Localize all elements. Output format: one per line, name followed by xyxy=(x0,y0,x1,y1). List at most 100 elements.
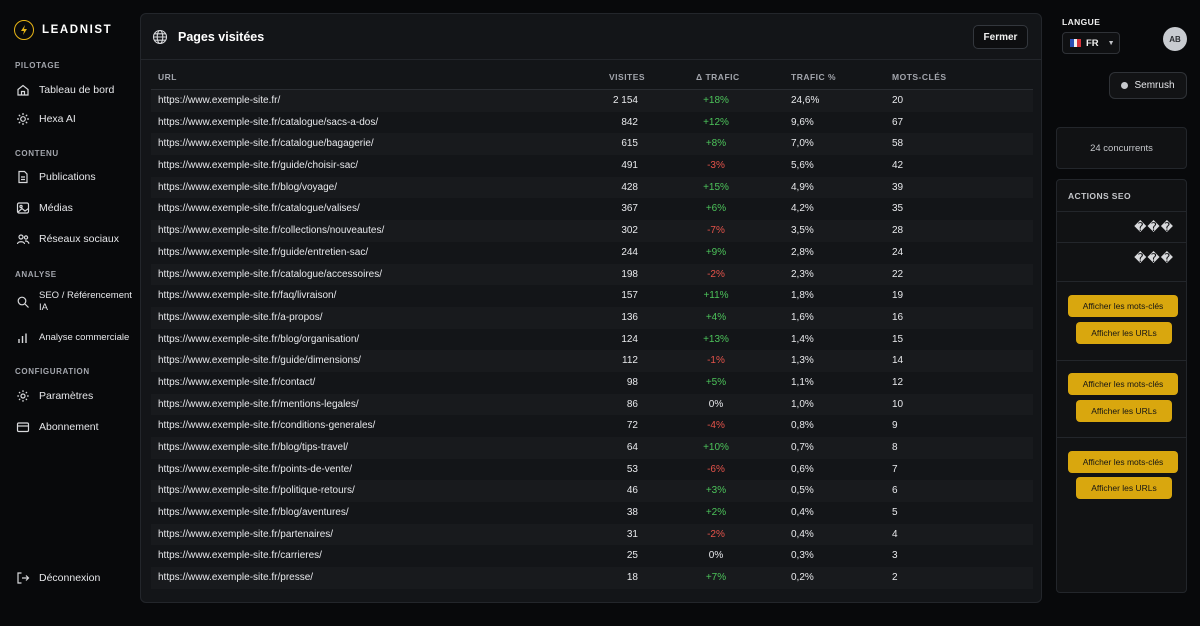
row-url[interactable]: https://www.exemple-site.fr/partenaires/ xyxy=(158,528,334,540)
row-trafic-pct: 1,4% xyxy=(791,333,814,345)
row-url[interactable]: https://www.exemple-site.fr/catalogue/sa… xyxy=(158,116,379,128)
actions-seo-title: ACTIONS SEO xyxy=(1068,191,1131,201)
row-url[interactable]: https://www.exemple-site.fr/guide/dimens… xyxy=(158,355,361,367)
row-url[interactable]: https://www.exemple-site.fr/politique-re… xyxy=(158,485,355,497)
row-url[interactable]: https://www.exemple-site.fr/blog/organis… xyxy=(158,333,360,345)
table-row[interactable]: https://www.exemple-site.fr/catalogue/sa… xyxy=(151,112,1033,134)
table-row[interactable]: https://www.exemple-site.fr/politique-re… xyxy=(151,480,1033,503)
row-url[interactable]: https://www.exemple-site.fr/blog/aventur… xyxy=(158,507,349,519)
close-button[interactable]: Fermer xyxy=(973,25,1028,49)
row-url[interactable]: https://www.exemple-site.fr/ xyxy=(158,95,281,106)
sidebar-item-seo[interactable]: SEO / Référencement IA xyxy=(16,290,138,314)
sidebar-item-publications[interactable]: Publications xyxy=(16,170,138,184)
table-row[interactable]: https://www.exemple-site.fr/blog/aventur… xyxy=(151,502,1033,524)
table-row[interactable]: https://www.exemple-site.fr/blog/tips-tr… xyxy=(151,437,1033,459)
row-trafic-pct: 4,9% xyxy=(791,181,814,193)
table-row[interactable]: https://www.exemple-site.fr/faq/livraiso… xyxy=(151,285,1033,307)
row-mots-cles: 28 xyxy=(892,225,904,237)
table-row[interactable]: https://www.exemple-site.fr/catalogue/va… xyxy=(151,198,1033,220)
show-urls-button[interactable]: Afficher les URLs xyxy=(1076,322,1172,344)
table-row[interactable]: https://www.exemple-site.fr/carrieres/25… xyxy=(151,545,1033,567)
table-row[interactable]: https://www.exemple-site.fr/a-propos/136… xyxy=(151,306,1033,329)
search-icon xyxy=(16,295,30,309)
sidebar-item-analyse-commerciale[interactable]: Analyse commerciale xyxy=(16,331,138,345)
row-mots-cles: 5 xyxy=(892,507,898,519)
table-row[interactable]: https://www.exemple-site.fr/catalogue/ba… xyxy=(151,133,1033,156)
row-url[interactable]: https://www.exemple-site.fr/faq/livraiso… xyxy=(158,290,337,302)
divider xyxy=(1057,211,1186,212)
language-code: FR xyxy=(1086,37,1099,49)
row-url[interactable]: https://www.exemple-site.fr/collections/… xyxy=(158,225,385,237)
row-trafic-pct: 1,8% xyxy=(791,290,814,302)
row-url[interactable]: https://www.exemple-site.fr/guide/choisi… xyxy=(158,160,359,172)
column-header-url[interactable]: URL xyxy=(158,72,177,82)
table-row[interactable]: https://www.exemple-site.fr/blog/voyage/… xyxy=(151,176,1033,199)
table-row[interactable]: https://www.exemple-site.fr/2 154 +18% 24,… xyxy=(151,90,1033,112)
sidebar-item-hexa-ai[interactable]: Hexa AI xyxy=(16,112,138,126)
language-select[interactable]: FR ▼ xyxy=(1062,32,1120,54)
show-urls-button[interactable]: Afficher les URLs xyxy=(1076,477,1172,499)
row-url[interactable]: https://www.exemple-site.fr/catalogue/ba… xyxy=(158,138,374,150)
row-url[interactable]: https://www.exemple-site.fr/presse/ xyxy=(158,572,314,584)
row-url[interactable]: https://www.exemple-site.fr/blog/tips-tr… xyxy=(158,442,349,453)
show-urls-button[interactable]: Afficher les URLs xyxy=(1076,400,1172,422)
table-row[interactable]: https://www.exemple-site.fr/conditions-g… xyxy=(151,415,1033,437)
sidebar-item-reseaux-sociaux[interactable]: Réseaux sociaux xyxy=(16,232,138,246)
show-keywords-button[interactable]: Afficher les mots-clés xyxy=(1068,451,1178,473)
concurrents-count[interactable]: 24 concurrents xyxy=(1056,127,1187,169)
row-delta-trafic: +13% xyxy=(703,333,729,345)
sparkle-icon xyxy=(16,112,30,126)
row-visites: 53 xyxy=(626,463,638,475)
row-url[interactable]: https://www.exemple-site.fr/points-de-ve… xyxy=(158,463,352,475)
row-delta-trafic: +6% xyxy=(705,203,727,215)
table-row[interactable]: https://www.exemple-site.fr/points-de-ve… xyxy=(151,459,1033,481)
semrush-button[interactable]: Semrush xyxy=(1109,72,1187,99)
row-url[interactable]: https://www.exemple-site.fr/contact/ xyxy=(158,376,316,388)
avatar[interactable]: AB xyxy=(1163,27,1187,51)
document-icon xyxy=(16,170,30,184)
sidebar-item-abonnement[interactable]: Abonnement xyxy=(16,420,138,434)
row-delta-trafic: +18% xyxy=(703,95,729,106)
table-row[interactable]: https://www.exemple-site.fr/guide/dimens… xyxy=(151,350,1033,372)
placeholder-glyphs: ��� xyxy=(1134,251,1174,265)
row-delta-trafic: +11% xyxy=(703,290,729,302)
logout-label: Déconnexion xyxy=(39,572,101,584)
row-visites: 428 xyxy=(621,181,638,193)
row-url[interactable]: https://www.exemple-site.fr/mentions-leg… xyxy=(158,398,359,410)
logout-button[interactable]: Déconnexion xyxy=(16,571,100,585)
table-row[interactable]: https://www.exemple-site.fr/collections/… xyxy=(151,220,1033,242)
row-visites: 302 xyxy=(621,225,638,237)
table-row[interactable]: https://www.exemple-site.fr/partenaires/… xyxy=(151,523,1033,546)
row-visites: 136 xyxy=(621,311,638,323)
row-url[interactable]: https://www.exemple-site.fr/blog/voyage/ xyxy=(158,181,337,193)
row-url[interactable]: https://www.exemple-site.fr/guide/entret… xyxy=(158,246,369,258)
table-row[interactable]: https://www.exemple-site.fr/guide/choisi… xyxy=(151,155,1033,177)
sidebar-item-medias[interactable]: Médias xyxy=(16,201,138,215)
row-url[interactable]: https://www.exemple-site.fr/catalogue/va… xyxy=(158,203,360,215)
table-row[interactable]: https://www.exemple-site.fr/guide/entret… xyxy=(151,242,1033,264)
row-visites: 25 xyxy=(626,550,638,562)
row-mots-cles: 35 xyxy=(892,203,904,215)
table-row[interactable]: https://www.exemple-site.fr/contact/98 +5… xyxy=(151,372,1033,394)
sidebar-item-parametres[interactable]: Paramètres xyxy=(16,389,138,403)
table-row[interactable]: https://www.exemple-site.fr/presse/18 +7%… xyxy=(151,567,1033,589)
row-mots-cles: 24 xyxy=(892,246,904,258)
column-header-delta-trafic[interactable]: Δ TRAFIC xyxy=(696,72,740,82)
column-header-visites[interactable]: VISITES xyxy=(609,72,646,82)
brand-logo[interactable]: LEADNIST xyxy=(14,20,112,40)
table-row[interactable]: https://www.exemple-site.fr/mentions-leg… xyxy=(151,393,1033,416)
row-url[interactable]: https://www.exemple-site.fr/carrieres/ xyxy=(158,550,322,562)
show-keywords-button[interactable]: Afficher les mots-clés xyxy=(1068,295,1178,317)
row-url[interactable]: https://www.exemple-site.fr/conditions-g… xyxy=(158,420,376,432)
row-url[interactable]: https://www.exemple-site.fr/a-propos/ xyxy=(158,311,323,323)
column-header-mots-cles[interactable]: MOTS-CLÉS xyxy=(892,72,947,82)
row-mots-cles: 2 xyxy=(892,572,898,584)
table-row[interactable]: https://www.exemple-site.fr/blog/organis… xyxy=(151,329,1033,351)
show-keywords-button[interactable]: Afficher les mots-clés xyxy=(1068,373,1178,395)
row-visites: 86 xyxy=(626,398,638,410)
row-visites: 46 xyxy=(626,485,638,497)
table-row[interactable]: https://www.exemple-site.fr/catalogue/ac… xyxy=(151,263,1033,286)
row-url[interactable]: https://www.exemple-site.fr/catalogue/ac… xyxy=(158,268,382,280)
column-header-trafic-pct[interactable]: TRAFIC % xyxy=(791,72,837,82)
sidebar-item-tableau-de-bord[interactable]: Tableau de bord xyxy=(16,83,138,97)
